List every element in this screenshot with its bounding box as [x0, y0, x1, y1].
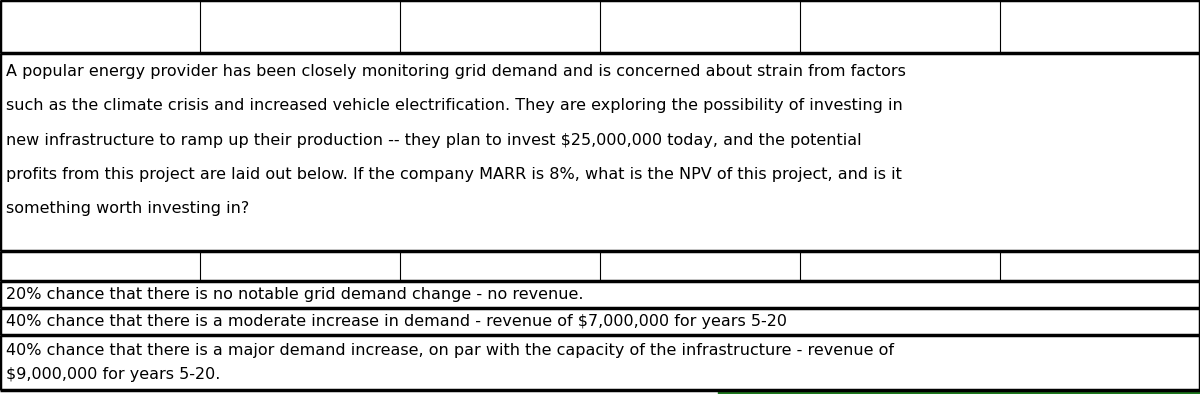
Text: $9,000,000 for years 5-20.: $9,000,000 for years 5-20. — [6, 367, 221, 382]
Text: profits from this project are laid out below. If the company MARR is 8%, what is: profits from this project are laid out b… — [6, 167, 902, 182]
Text: 40% chance that there is a moderate increase in demand - revenue of $7,000,000 f: 40% chance that there is a moderate incr… — [6, 314, 787, 329]
Text: something worth investing in?: something worth investing in? — [6, 201, 250, 216]
Text: A popular energy provider has been closely monitoring grid demand and is concern: A popular energy provider has been close… — [6, 64, 906, 79]
Text: 40% chance that there is a major demand increase, on par with the capacity of th: 40% chance that there is a major demand … — [6, 343, 894, 358]
Text: 20% chance that there is no notable grid demand change - no revenue.: 20% chance that there is no notable grid… — [6, 287, 583, 302]
Text: new infrastructure to ramp up their production -- they plan to invest $25,000,00: new infrastructure to ramp up their prod… — [6, 132, 862, 147]
Text: such as the climate crisis and increased vehicle electrification. They are explo: such as the climate crisis and increased… — [6, 98, 902, 113]
